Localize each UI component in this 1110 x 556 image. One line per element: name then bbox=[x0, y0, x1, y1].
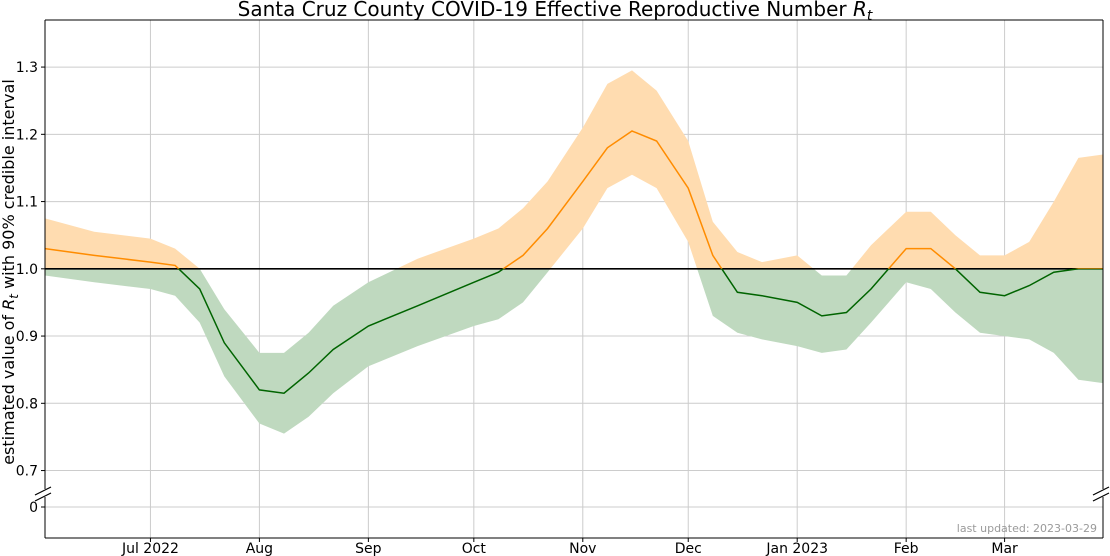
credible-band-below bbox=[45, 268, 1103, 434]
axis-break-mark bbox=[34, 486, 52, 496]
y-axis-label-part-1: estimated value of bbox=[0, 310, 18, 465]
y-tick-labels: 0.7 0.8 0.9 1.0 1.1 1.2 1.3 0 bbox=[16, 60, 45, 516]
credible-band-above bbox=[45, 70, 1103, 269]
axis-break-mark bbox=[34, 492, 52, 502]
y-tick-label: 0.9 bbox=[16, 329, 38, 345]
x-tick-label: Dec bbox=[675, 541, 702, 556]
y-tick-label: 1.1 bbox=[16, 195, 38, 211]
x-tick-label: Oct bbox=[462, 541, 487, 556]
y-tick-label: 1.2 bbox=[16, 127, 38, 143]
y-tick-label: 0.8 bbox=[16, 396, 38, 412]
axes bbox=[34, 19, 1110, 539]
y-tick-label: 1.3 bbox=[16, 60, 38, 76]
chart-title-symbol: R bbox=[853, 0, 867, 21]
y-axis-label: estimated value of Rt with 90% credible … bbox=[0, 79, 21, 465]
axis-break-mark bbox=[1092, 486, 1110, 496]
x-tick-label: Mar bbox=[991, 541, 1018, 556]
x-tick-label: Jan 2023 bbox=[765, 541, 828, 556]
axis-break-mark bbox=[1092, 492, 1110, 502]
chart-title-subscript: t bbox=[867, 8, 873, 24]
x-tick-label: Sep bbox=[355, 541, 382, 556]
last-updated-note: last updated: 2023-03-29 bbox=[957, 522, 1097, 535]
y-axis-label-part-2: with 90% credible interval bbox=[0, 79, 18, 294]
y-tick-label: 0 bbox=[29, 500, 38, 516]
estimate-lines bbox=[45, 130, 1103, 394]
chart-title-text: Santa Cruz County COVID-19 Effective Rep… bbox=[238, 0, 853, 21]
y-axis-label-subscript: t bbox=[7, 293, 21, 299]
estimate-line-below bbox=[177, 268, 1103, 394]
x-tick-label: Nov bbox=[569, 541, 596, 556]
credible-interval-bands bbox=[45, 70, 1103, 434]
x-tick-labels: Jul 2022 Aug Sep Oct Nov Dec Jan 2023 Feb Mar bbox=[121, 538, 1018, 556]
grid-layer bbox=[45, 20, 1103, 538]
x-tick-label: Jul 2022 bbox=[121, 541, 179, 556]
y-tick-label: 0.7 bbox=[16, 464, 38, 480]
x-tick-label: Feb bbox=[894, 541, 919, 556]
y-axis-label-symbol: R bbox=[0, 299, 18, 310]
x-tick-label: Aug bbox=[246, 541, 273, 556]
estimate-line-above bbox=[45, 130, 1103, 269]
y-tick-label: 1.0 bbox=[16, 262, 38, 278]
chart-title: Santa Cruz County COVID-19 Effective Rep… bbox=[238, 0, 873, 24]
